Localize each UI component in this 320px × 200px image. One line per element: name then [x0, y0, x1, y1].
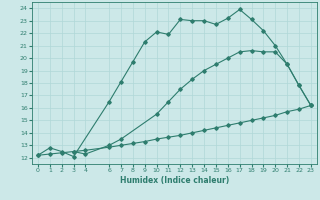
X-axis label: Humidex (Indice chaleur): Humidex (Indice chaleur)	[120, 176, 229, 185]
